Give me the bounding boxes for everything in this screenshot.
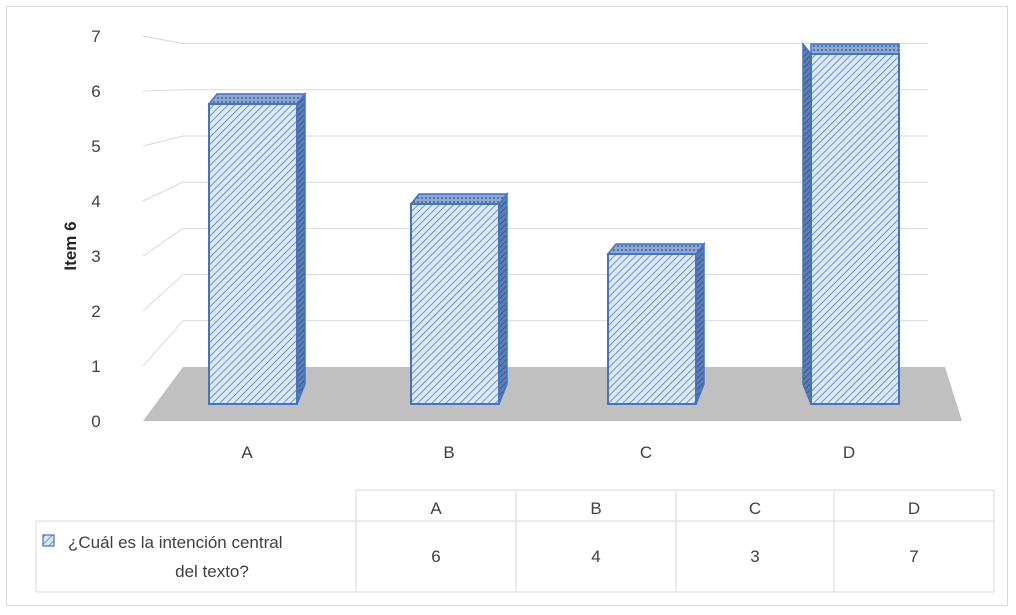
x-tick-label: A <box>241 443 253 462</box>
bar-top <box>207 93 307 105</box>
bar-top <box>409 193 509 205</box>
gridline-side <box>142 274 184 312</box>
y-tick-label: 0 <box>91 412 100 431</box>
bar-front <box>410 203 500 405</box>
bar-top <box>810 43 900 55</box>
y-axis: 0 1 2 3 4 5 6 7 <box>91 27 100 431</box>
x-tick-label: C <box>640 443 652 462</box>
bar-top <box>606 243 706 255</box>
bar-A <box>207 91 307 405</box>
y-tick-label: 6 <box>91 82 100 101</box>
bar-side <box>802 41 812 405</box>
table-header-cell: A <box>430 499 442 518</box>
bar-D <box>802 41 900 405</box>
bar-front <box>208 103 298 405</box>
y-tick-label: 3 <box>91 247 100 266</box>
x-axis: A B C D <box>241 443 855 462</box>
table-value-cell: 3 <box>750 547 759 566</box>
table-value-cell: 4 <box>591 547 600 566</box>
y-tick-label: 2 <box>91 302 100 321</box>
y-tick-label: 1 <box>91 357 100 376</box>
bar-side <box>296 91 306 405</box>
gridline-side <box>142 135 184 147</box>
table-header-cell: C <box>749 499 761 518</box>
bar-front <box>810 53 900 405</box>
bar-C <box>606 241 706 405</box>
gridline-side <box>142 35 184 45</box>
y-tick-label: 4 <box>91 192 100 211</box>
y-tick-label: 5 <box>91 137 100 156</box>
legend-key-icon <box>42 534 55 547</box>
table-header-cell: B <box>590 499 601 518</box>
table-row-label: del texto? <box>175 562 249 581</box>
gridline-side <box>142 89 184 92</box>
gridline-side <box>142 181 184 202</box>
table-value-cell: 6 <box>431 547 440 566</box>
x-tick-label: B <box>443 443 454 462</box>
bars-layer <box>207 41 900 405</box>
table-row-label: ¿Cuál es la intención central <box>68 533 283 552</box>
gridline-side <box>142 227 184 257</box>
y-tick-label: 7 <box>91 27 100 46</box>
y-axis-title: Item 6 <box>61 221 80 270</box>
x-tick-label: D <box>843 443 855 462</box>
chart-floor <box>143 367 962 421</box>
bar-front <box>607 253 697 405</box>
gridline-side <box>142 320 184 367</box>
floor-layer <box>143 367 962 421</box>
bar-B <box>409 191 509 405</box>
bar-side <box>695 241 705 405</box>
table-value-cell: 7 <box>909 547 918 566</box>
table-header-cell: D <box>908 499 920 518</box>
bar-side <box>498 191 508 405</box>
data-table: A B C D 6 4 3 7 ¿Cuál es la intención central del… <box>35 489 995 593</box>
